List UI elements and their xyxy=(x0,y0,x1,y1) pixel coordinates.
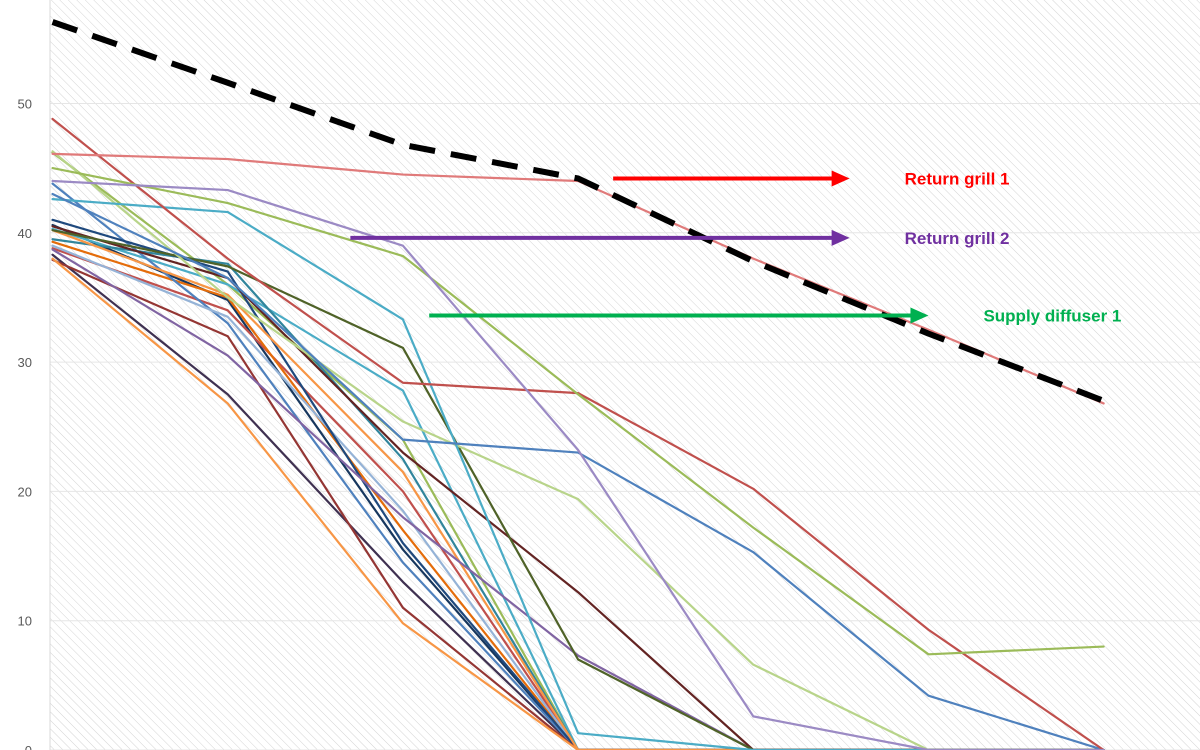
annotation-arrowhead-return-grill-1 xyxy=(831,170,850,187)
series-line-s14 xyxy=(51,218,1105,750)
series-line-s10 xyxy=(51,248,1105,750)
reference-line xyxy=(51,19,1105,404)
series-line-s5 xyxy=(51,192,1105,750)
plot-area-background xyxy=(50,0,1200,750)
series-line-s11 xyxy=(51,229,1105,750)
gridlines xyxy=(50,102,1200,750)
series-line-supply-diffuser-1 xyxy=(51,167,1105,656)
annotation-label-return-grill-2: Return grill 2 xyxy=(905,229,1010,248)
y-tick-label-0: 0 xyxy=(25,743,32,750)
series-line-s13 xyxy=(51,258,1105,750)
series-line-s18 xyxy=(51,227,1105,750)
annotation-label-supply-diffuser-1: Supply diffuser 1 xyxy=(983,307,1121,326)
series-line-s17 xyxy=(51,182,1105,750)
annotation-label-return-grill-1: Return grill 1 xyxy=(905,169,1010,188)
series-line-s19 xyxy=(51,253,1105,750)
y-axis-ticks: 0 10 20 30 40 50 xyxy=(18,0,51,750)
series-line-s16 xyxy=(51,244,1105,750)
y-tick-label-10: 10 xyxy=(18,614,32,629)
annotation-arrowhead-return-grill-2 xyxy=(831,229,850,246)
annotation-arrowhead-supply-diffuser-1 xyxy=(910,307,929,324)
series-lines xyxy=(51,117,1105,750)
y-tick-label-30: 30 xyxy=(18,355,32,370)
reference-dashed-line xyxy=(51,19,1105,404)
series-line-return-grill-2 xyxy=(51,179,1105,750)
series-line-s8 xyxy=(51,229,1105,750)
y-tick-label-20: 20 xyxy=(18,484,32,499)
y-tick-label-50: 50 xyxy=(18,96,32,111)
series-line-s15 xyxy=(51,238,1105,750)
y-tick-label-40: 40 xyxy=(18,226,32,241)
series-line-s6 xyxy=(51,198,1105,750)
series-line-s21 xyxy=(51,247,1105,750)
annotations: Return grill 1 Return grill 2 Supply diffu… xyxy=(350,169,1121,326)
series-line-s23 xyxy=(51,223,1105,750)
series-line-s12 xyxy=(51,257,1105,750)
series-line-s7 xyxy=(51,150,1105,750)
